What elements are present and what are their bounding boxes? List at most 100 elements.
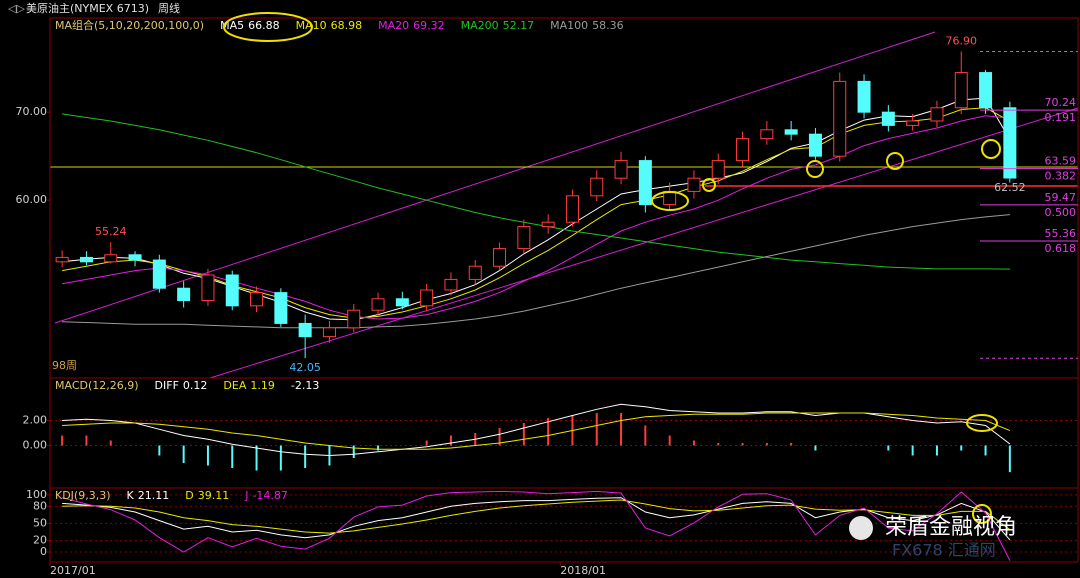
highlight (702, 178, 716, 192)
y-tick-label: 70.00 (16, 105, 48, 118)
legend-text: MA200 (461, 19, 499, 32)
price-annotation: 62.52 (994, 181, 1026, 194)
legend-text: 39.11 (198, 489, 230, 502)
candle-body (687, 177, 701, 192)
fib-ratio: 0.618 (1045, 242, 1077, 255)
legend-text: 52.17 (503, 19, 535, 32)
candle-body (104, 254, 118, 263)
drawn-lines (50, 31, 1079, 379)
y-tick-label: 0.00 (23, 439, 48, 452)
highlight (651, 191, 689, 211)
price-annotation: 76.90 (946, 34, 978, 47)
candle-body (225, 274, 239, 307)
legend-text: DEA (223, 379, 246, 392)
wechat-icon (849, 516, 873, 540)
fib-price: 70.24 (1045, 96, 1077, 109)
candle-body (371, 298, 385, 311)
candle-body (857, 80, 871, 113)
highlight (886, 152, 904, 170)
bar-count: 98周 (52, 359, 77, 372)
legend-text: -2.13 (291, 379, 319, 392)
legend-text: -14.87 (252, 489, 287, 502)
trend-line (209, 107, 1079, 379)
line (62, 115, 1010, 320)
candle-body (347, 309, 361, 329)
candle-body (55, 256, 69, 263)
candle-body (906, 120, 920, 126)
legend-text: 66.88 (248, 19, 280, 32)
highlight (966, 414, 998, 432)
candle-body (760, 129, 774, 140)
price-annotation: 42.05 (289, 361, 321, 374)
y-tick-label: 80 (33, 499, 47, 512)
nav-icons[interactable]: ◁▷ (8, 2, 25, 15)
line (62, 107, 1011, 319)
candle-body (541, 221, 555, 228)
x-tick-label: 2017/01 (50, 564, 96, 577)
legend-text: MA20 (378, 19, 409, 32)
line (62, 214, 1010, 329)
candle-body (201, 274, 215, 302)
y-tick-label: 0 (40, 545, 47, 558)
trend-line (54, 31, 936, 324)
highlight (223, 12, 313, 42)
y-tick-label: 20 (33, 534, 47, 547)
candle-body (1003, 107, 1017, 179)
line (62, 499, 1011, 534)
legend-text: 0.12 (183, 379, 208, 392)
panel-frame (49, 487, 1079, 563)
x-tick-label: 2018/01 (560, 564, 606, 577)
fib-ratio: 0.500 (1045, 206, 1077, 219)
candle-body (420, 289, 434, 307)
fib-ratio: 0.382 (1045, 170, 1077, 183)
candle-body (881, 111, 895, 126)
period[interactable]: 周线 (158, 1, 180, 15)
candle-body (177, 287, 191, 302)
legend-text: MA100 (550, 19, 588, 32)
fib-ratio: 0.191 (1045, 111, 1077, 124)
candle-body (298, 322, 312, 338)
highlight (972, 504, 992, 524)
candle-body (930, 107, 944, 122)
candle-body (979, 72, 993, 109)
line (62, 412, 1011, 450)
instrument-title: 美原油主(NYMEX 6713) (26, 1, 149, 15)
candle-body (128, 254, 142, 261)
fib-price: 55.36 (1045, 227, 1077, 240)
legend-text: 21.11 (138, 489, 170, 502)
watermark-site: FX678 汇通网 (892, 541, 996, 560)
candle-body (638, 160, 652, 206)
candle-body (833, 80, 847, 157)
candle-body (152, 259, 166, 289)
watermark: 荣盾金融视角 FX678 汇通网 (849, 515, 1017, 560)
candle-body (274, 292, 288, 324)
highlight (981, 139, 1001, 159)
candle-body (395, 298, 409, 307)
legend-text: 68.98 (331, 19, 363, 32)
legend-text: 69.32 (413, 19, 445, 32)
y-tick-label: 2.00 (23, 414, 48, 427)
legend-text: J (244, 489, 248, 502)
legend-text: DIFF (155, 379, 179, 392)
candle-body (493, 248, 507, 267)
y-tick-label: 100 (26, 488, 47, 501)
line (61, 490, 1011, 561)
candle-body (590, 177, 604, 197)
watermark-brand: 荣盾金融视角 (885, 515, 1017, 540)
legend-text: 1.19 (250, 379, 275, 392)
fib-price: 59.47 (1045, 191, 1077, 204)
candle-body (79, 256, 93, 263)
candle-body (736, 138, 750, 162)
legend-text: MACD(12,26,9) (55, 379, 139, 392)
legend-text: 58.36 (592, 19, 624, 32)
candle-body (444, 278, 458, 291)
line (62, 497, 1011, 541)
line (62, 97, 1011, 321)
fib-price: 63.59 (1045, 155, 1077, 168)
candle-body (711, 160, 725, 179)
candle-body (322, 327, 336, 338)
y-tick-label: 60.00 (16, 193, 48, 206)
legend-text: K (127, 489, 135, 502)
